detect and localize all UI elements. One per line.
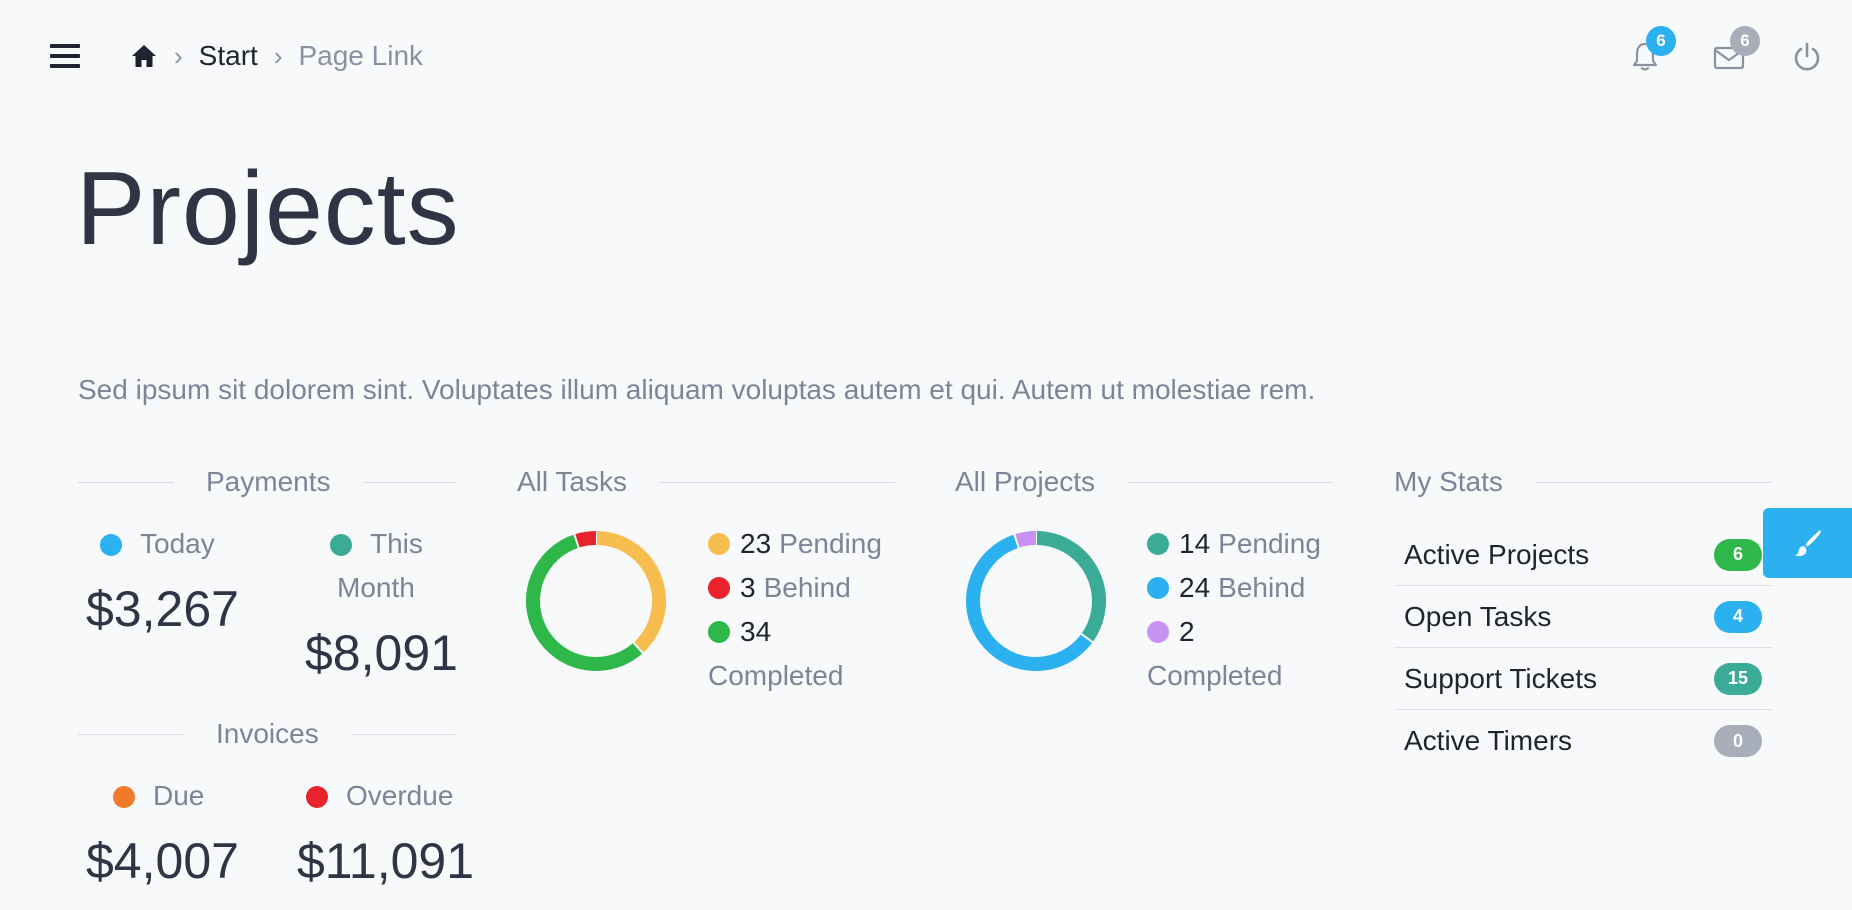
header-actions: 6 6 xyxy=(1592,26,1852,80)
power-button[interactable] xyxy=(1790,40,1824,74)
breadcrumb: › Start › Page Link xyxy=(130,36,423,76)
my-stats-count-badge: 15 xyxy=(1714,662,1762,695)
all-projects-donut-chart xyxy=(966,530,1106,671)
tasks-behind-legend: 3 Behind xyxy=(708,566,898,610)
donut-segment-completed xyxy=(1014,531,1037,548)
home-icon[interactable] xyxy=(130,42,158,70)
message-count-badge: 6 xyxy=(1730,26,1760,56)
donut-segment-behind xyxy=(966,534,1093,671)
theme-customizer-button[interactable] xyxy=(1763,508,1852,578)
tasks-completed-label: Completed xyxy=(708,660,844,691)
payments-today-label: Today xyxy=(100,528,215,560)
donut-separator xyxy=(1075,628,1099,648)
all-tasks-header: All Tasks xyxy=(517,466,895,498)
my-stats-row[interactable]: Active Projects 6 xyxy=(1394,524,1772,586)
projects-pending-legend: 14 Pending xyxy=(1147,522,1337,566)
donut-segment-pending xyxy=(1035,531,1106,643)
donut-segment-behind xyxy=(574,531,597,548)
month-dot-icon xyxy=(330,534,352,556)
completed-dot-icon xyxy=(708,621,730,643)
top-bar: › Start › Page Link 6 6 xyxy=(0,0,1852,110)
my-stats-count-badge: 6 xyxy=(1714,538,1762,571)
invoices-overdue-value: $11,091 xyxy=(297,833,475,889)
notification-count-badge: 6 xyxy=(1646,26,1676,56)
payments-month-value: $8,091 xyxy=(305,625,458,681)
invoices-header: Invoices xyxy=(78,718,456,750)
my-stats-title: My Stats xyxy=(1394,466,1503,497)
messages-button[interactable]: 6 xyxy=(1712,26,1760,74)
my-stats-count-badge: 4 xyxy=(1714,600,1762,633)
donut-separator xyxy=(1011,530,1022,555)
payments-title: Payments xyxy=(206,466,331,497)
pending-dot-icon xyxy=(1147,533,1169,555)
my-stats-row[interactable]: Open Tasks 4 xyxy=(1394,586,1772,648)
completed-dot-icon xyxy=(1147,621,1169,643)
all-projects-header: All Projects xyxy=(955,466,1333,498)
donut-segment-pending xyxy=(595,531,666,654)
notifications-button[interactable]: 6 xyxy=(1628,26,1676,74)
my-stats-row-label: Open Tasks xyxy=(1404,600,1552,632)
projects-completed-legend: 2 xyxy=(1147,610,1337,654)
all-tasks-title: All Tasks xyxy=(517,466,627,497)
payments-header: Payments xyxy=(78,466,456,498)
payments-month-label: This xyxy=(330,528,450,560)
breadcrumb-current: Page Link xyxy=(298,40,424,71)
projects-completed-label: Completed xyxy=(1147,660,1283,691)
pending-dot-icon xyxy=(708,533,730,555)
tasks-completed-legend: 34 xyxy=(708,610,898,654)
payments-today-value: $3,267 xyxy=(86,581,239,637)
invoices-due-label: Due xyxy=(113,780,204,812)
donut-separator xyxy=(628,636,649,659)
my-stats-count-badge: 0 xyxy=(1714,725,1762,757)
page-title: Projects xyxy=(76,151,460,267)
my-stats-row-label: Active Timers xyxy=(1404,725,1573,756)
power-icon xyxy=(1794,42,1820,71)
all-tasks-donut-chart xyxy=(526,530,666,671)
page-description: Sed ipsum sit dolorem sint. Voluptates i… xyxy=(78,374,1316,405)
tasks-pending-legend: 23 Pending xyxy=(708,522,898,566)
all-projects-title: All Projects xyxy=(955,466,1096,497)
my-stats-header: My Stats xyxy=(1394,466,1772,498)
overdue-dot-icon xyxy=(306,786,328,808)
due-dot-icon xyxy=(113,786,135,808)
all-projects-legend: 14 Pending 24 Behind 2 Completed xyxy=(1147,522,1337,698)
behind-dot-icon xyxy=(1147,577,1169,599)
my-stats-list: Active Projects 6 Open Tasks 4 Support Ticke… xyxy=(1394,524,1772,772)
donut-segment-completed xyxy=(526,534,643,671)
projects-behind-legend: 24 Behind xyxy=(1147,566,1337,610)
today-dot-icon xyxy=(100,534,122,556)
breadcrumb-separator-icon: › xyxy=(273,40,283,71)
my-stats-row[interactable]: Support Tickets 15 xyxy=(1394,648,1772,710)
breadcrumb-separator-icon: › xyxy=(174,40,183,71)
invoices-title: Invoices xyxy=(216,718,319,749)
donut-separator xyxy=(571,530,582,555)
breadcrumb-start-link[interactable]: Start xyxy=(198,40,258,71)
payments-month-label-cont: Month xyxy=(337,572,415,603)
my-stats-row-label: Active Projects xyxy=(1404,538,1590,570)
invoices-overdue-label: Overdue xyxy=(306,780,453,812)
hamburger-menu-icon[interactable] xyxy=(50,44,80,68)
paintbrush-icon xyxy=(1794,530,1821,557)
my-stats-row-label: Support Tickets xyxy=(1404,662,1597,694)
behind-dot-icon xyxy=(708,577,730,599)
invoices-due-value: $4,007 xyxy=(86,833,239,889)
all-tasks-legend: 23 Pending 3 Behind 34 Completed xyxy=(708,522,898,698)
my-stats-row[interactable]: Active Timers 0 xyxy=(1394,710,1772,772)
